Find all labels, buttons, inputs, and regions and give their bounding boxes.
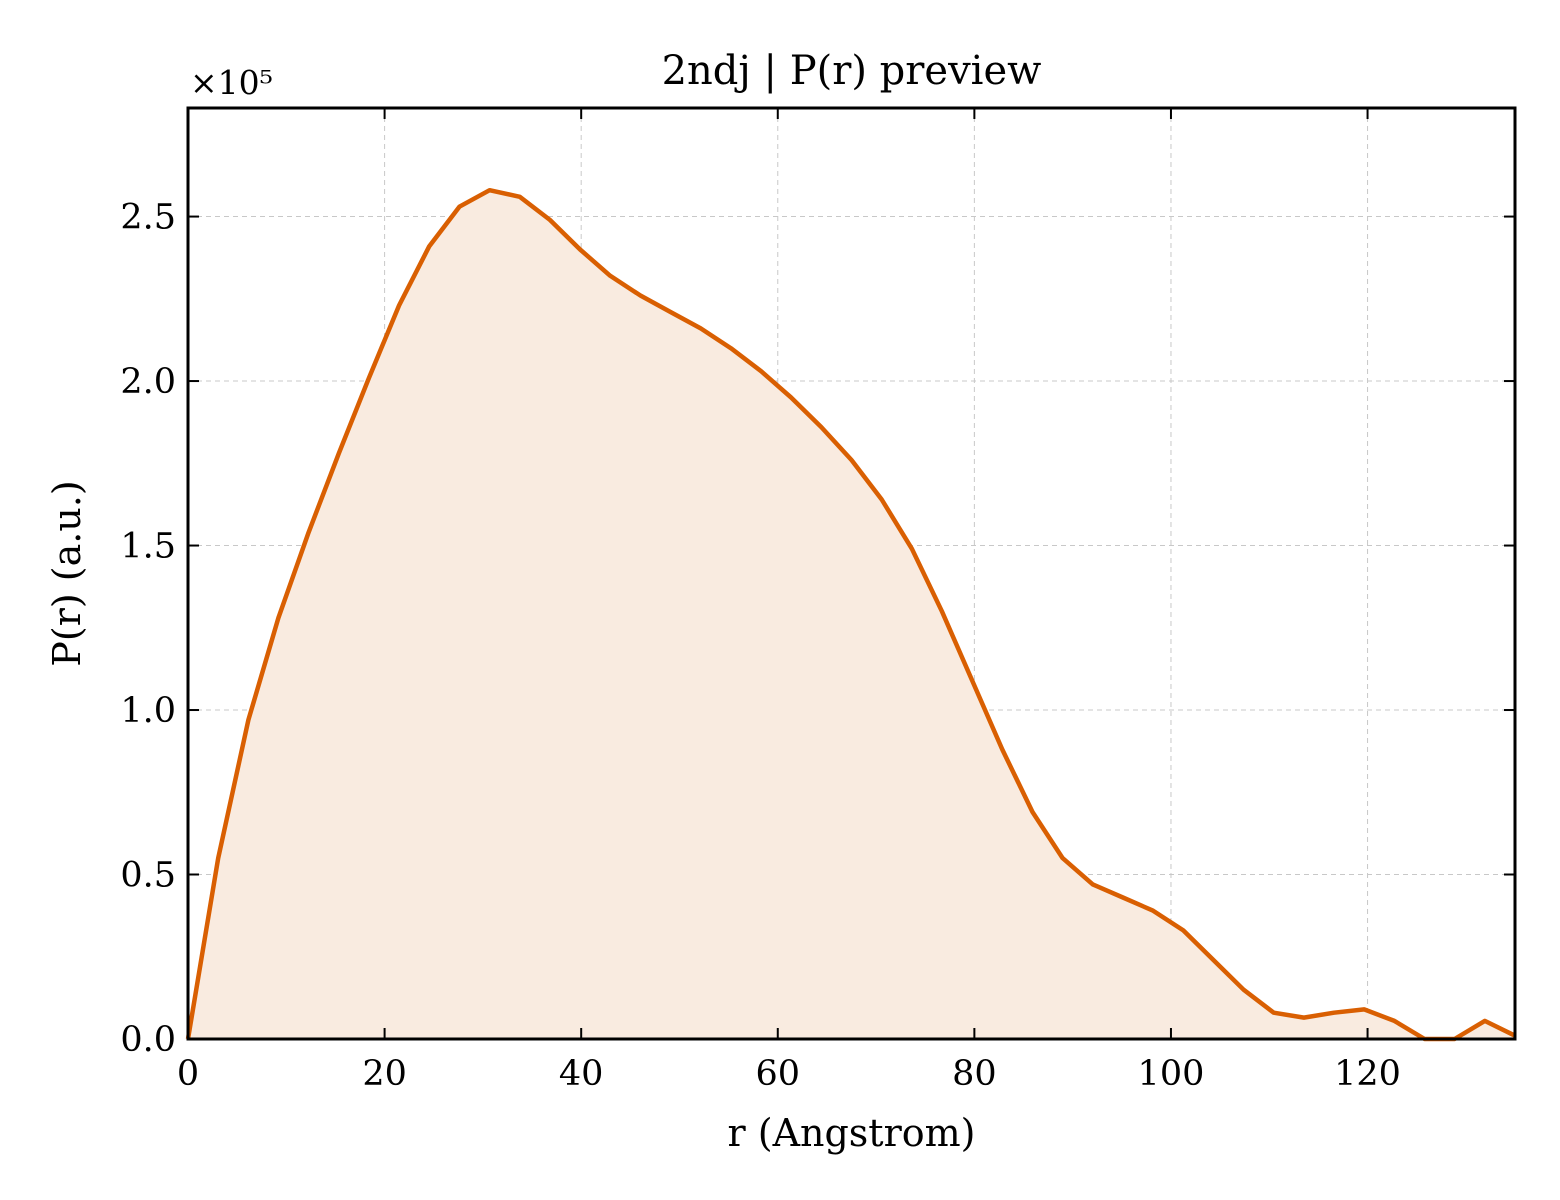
x-tick-label: 20 [362,1054,407,1094]
x-tick-label: 80 [952,1054,997,1094]
chart-title: 2ndj | P(r) preview [662,48,1042,94]
plot-frame [186,106,1517,1041]
series-line [185,187,1516,1042]
y-tick-label: 1.5 [120,527,176,567]
y-tick-label: 1.0 [120,691,176,731]
y-axis-label: P(r) (a.u.) [45,480,89,666]
x-tick-label: 60 [756,1054,801,1094]
y-tick-label: 0.5 [120,856,176,896]
y-tick-label: 2.0 [120,362,176,402]
x-tick-label: 40 [559,1054,604,1094]
x-tick-label: 120 [1334,1054,1401,1094]
x-tick-label: 0 [177,1054,199,1094]
x-axis-label: r (Angstrom) [728,1111,976,1155]
x-tick-label: 100 [1138,1054,1205,1094]
y-tick-label: 2.5 [120,198,176,238]
area-fill [188,190,1515,1039]
y-axis-offset-label: ×10⁵ [190,63,273,102]
y-tick-label: 0.0 [120,1020,176,1060]
ticks: 0 20 40 60 80 100 120 0.0 0.5 1.0 1.5 2.0 2.5 [120,108,1515,1094]
